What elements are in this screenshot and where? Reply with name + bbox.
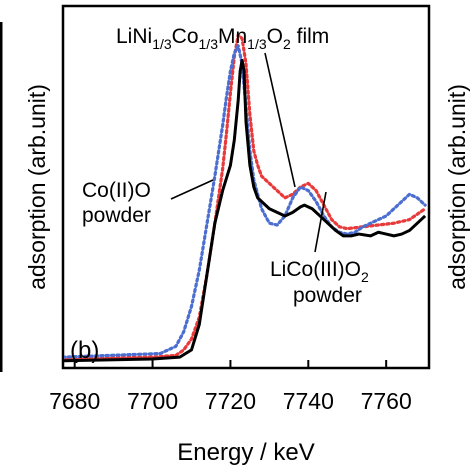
x-tick-label: 7760 — [361, 388, 412, 414]
annotation-film: LiNi1/3Co1/3Mn1/3O2 film — [116, 25, 329, 52]
film-sub-3: 1/3 — [247, 36, 267, 52]
annotation-coo-line2: powder — [82, 204, 151, 227]
x-axis-label: Energy / keV — [177, 439, 314, 466]
annotation-licoo2-pointer — [314, 191, 327, 253]
y-axis-label-left: adsorption (arb.unit) — [24, 84, 50, 290]
x-tick-label: 7720 — [205, 388, 256, 414]
film-text-1: LiNi — [116, 25, 152, 48]
panel-label: (b) — [70, 337, 99, 364]
series-layer — [64, 33, 427, 363]
series-line-2 — [64, 44, 427, 359]
series-line-0 — [64, 58, 427, 363]
annotation-coo-pointer — [170, 179, 214, 200]
x-ticks: 7680 7700 7720 7740 7760 — [49, 360, 412, 414]
film-text-3: Mn — [218, 25, 247, 48]
y-axis-label-right: adsorption (arb.unit) — [444, 84, 470, 290]
film-text-2: Co — [172, 25, 199, 48]
film-sub-4: 2 — [283, 36, 291, 52]
plot-frame — [61, 4, 431, 370]
film-text-4: O — [267, 25, 283, 48]
annotation-licoo2-line2: powder — [293, 284, 362, 307]
film-sub-1: 1/3 — [152, 36, 172, 52]
annotation-coo-line1: Co(II)O — [82, 179, 151, 202]
x-tick-label: 7740 — [283, 388, 334, 414]
x-tick-label: 7700 — [127, 388, 178, 414]
x-tick-label: 7680 — [49, 388, 100, 414]
annotation-licoo2-line1: LiCo(III)O2 — [270, 258, 369, 285]
licoo2-sub: 2 — [361, 269, 369, 285]
annotation-film-pointer — [264, 52, 296, 188]
film-sub-2: 1/3 — [199, 36, 219, 52]
licoo2-text: LiCo(III)O — [270, 258, 361, 281]
film-text-5: film — [291, 25, 330, 48]
